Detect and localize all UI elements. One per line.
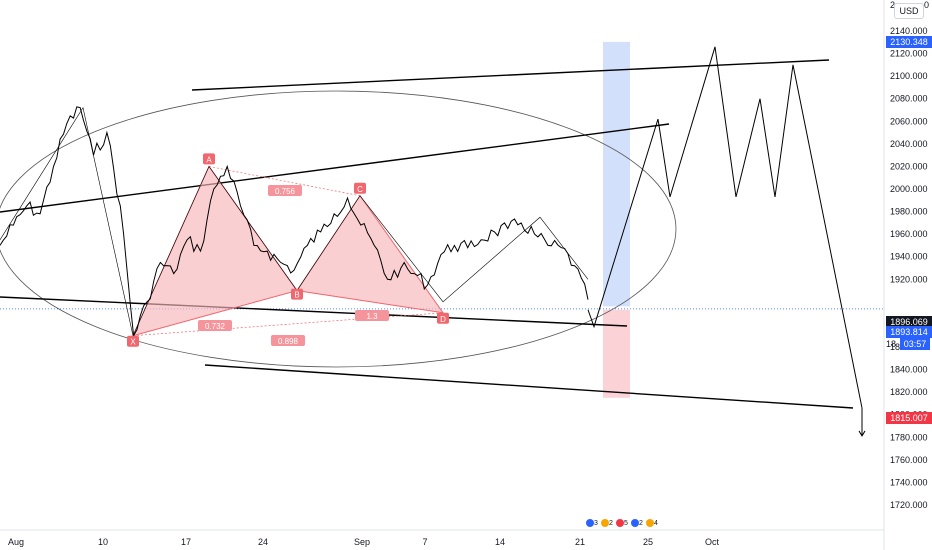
price-tick-label: 2060.000 <box>890 116 928 126</box>
event-badge-count: 5 <box>624 520 628 527</box>
point-label-a: A <box>206 155 212 164</box>
price-tick-label: 2020.000 <box>890 161 928 171</box>
ratio-box <box>198 320 232 331</box>
ratio-box <box>268 185 302 196</box>
price-tick-label: 1780.000 <box>890 432 928 442</box>
event-badge-dot <box>631 519 639 527</box>
point-label-x-box <box>127 335 139 347</box>
point-label-c: C <box>357 185 363 194</box>
time-tick-label: 21 <box>575 537 585 547</box>
price-tick-label: 1840.000 <box>890 365 928 375</box>
pattern-ratio-line <box>208 166 361 197</box>
channel-bottom-line <box>0 296 628 327</box>
event-badge-dot <box>601 519 609 527</box>
time-tick-label: 14 <box>495 537 505 547</box>
lower-target-tag: 1815.007 <box>886 412 932 424</box>
event-badge-dot <box>646 519 654 527</box>
last-price-tag: 1896.069 <box>886 316 932 328</box>
price-tick-partial: 0 <box>924 0 929 10</box>
point-label-x: X <box>130 338 136 347</box>
countdown-row: 18 03:57 <box>886 338 932 350</box>
price-tick-label: 1720.000 <box>890 500 928 510</box>
countdown-prefix: 18 <box>886 339 897 349</box>
ratio-label: 0.756 <box>275 187 296 196</box>
price-tick-label: 1740.000 <box>890 477 928 487</box>
point-label-c-box <box>354 182 366 194</box>
event-badge-dot <box>616 519 624 527</box>
lower-trend-line <box>204 364 854 409</box>
time-tick-label: Sep <box>354 537 370 547</box>
price-series-line <box>0 106 589 338</box>
upper-trend-line <box>191 59 830 91</box>
price-tick-label: 1920.000 <box>890 274 928 284</box>
pattern-ratio-line <box>296 290 444 314</box>
pattern-ratio-line <box>132 290 298 337</box>
price-tick-label: 2040.000 <box>890 139 928 149</box>
price-tick-label: 1980.000 <box>890 207 928 217</box>
price-tick-label: 1960.000 <box>890 229 928 239</box>
event-badge-count: 4 <box>654 520 658 527</box>
channel-top-line <box>0 123 670 213</box>
ratio-label: 0.898 <box>278 337 299 346</box>
point-label-b: B <box>294 291 299 300</box>
current-price-tag: 1893.814 <box>886 326 932 338</box>
time-tick-label: 7 <box>422 537 427 547</box>
time-tick-label: 17 <box>181 537 191 547</box>
point-label-a-box <box>203 153 215 165</box>
event-badge-count: 2 <box>639 520 643 527</box>
price-tick-label: 2080.000 <box>890 94 928 104</box>
ratio-box <box>271 335 305 346</box>
upper-target-tag: 2130.348 <box>886 36 932 48</box>
point-label-d: D <box>440 315 446 324</box>
target-zone-up <box>603 41 630 307</box>
target-zone-down <box>603 309 630 398</box>
time-tick-label: 24 <box>258 537 268 547</box>
event-badge-dot <box>586 519 594 527</box>
price-tick-label: 2120.000 <box>890 49 928 59</box>
ratio-label: 1.3 <box>366 312 378 321</box>
projection-arrowhead <box>858 430 866 437</box>
price-tick-label: 1760.000 <box>890 455 928 465</box>
bar-countdown: 03:57 <box>900 338 930 350</box>
time-tick-label: 10 <box>98 537 108 547</box>
price-tick-label: 2100.000 <box>890 71 928 81</box>
price-tick-partial: 2 <box>890 0 895 10</box>
event-badge-count: 3 <box>594 520 598 527</box>
price-tick-label: 1940.000 <box>890 252 928 262</box>
ratio-box <box>355 310 389 321</box>
time-tick-label: 25 <box>643 537 653 547</box>
currency-label[interactable]: USD <box>894 3 924 19</box>
point-label-b-box <box>291 288 303 300</box>
time-tick-label: Aug <box>8 537 24 547</box>
ellipse-shape <box>0 90 677 368</box>
point-label-d-box <box>437 312 449 324</box>
ratio-label: 0.732 <box>205 322 226 331</box>
price-tick-label: 1820.000 <box>890 387 928 397</box>
price-tick-label: 2000.000 <box>890 184 928 194</box>
price-tick-label: 2140.000 <box>890 26 928 36</box>
pattern-triangle-bcd <box>296 194 445 314</box>
projection-path <box>587 46 863 409</box>
event-badge-count: 2 <box>609 520 613 527</box>
time-tick-label: Oct <box>705 537 720 547</box>
